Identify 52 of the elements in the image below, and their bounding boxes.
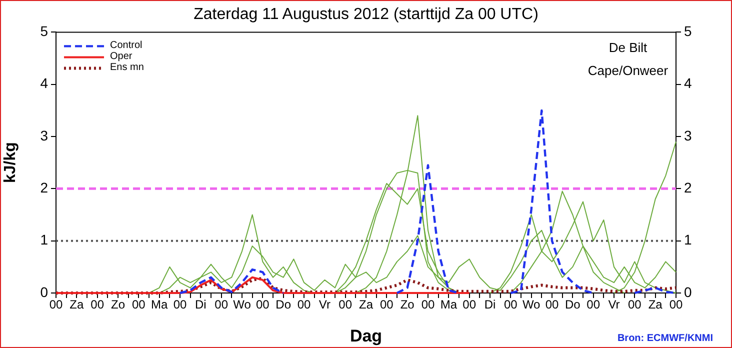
x-tick-label: Wo bbox=[522, 298, 541, 312]
x-tick-label: Vr bbox=[608, 298, 620, 312]
x-tick-label: Za bbox=[648, 298, 663, 312]
annotation: Cape/Onweer bbox=[588, 63, 669, 78]
y2-tick-label: 2 bbox=[684, 180, 692, 196]
x-tick-label: Di bbox=[194, 298, 206, 312]
y-axis-title: kJ/kg bbox=[2, 142, 20, 184]
y2-tick-label: 3 bbox=[684, 127, 692, 144]
y-tick-label: 0 bbox=[40, 284, 48, 300]
x-tick-label: 00 bbox=[586, 298, 600, 312]
x-tick-label: Zo bbox=[110, 298, 126, 312]
y2-tick-label: 5 bbox=[684, 23, 692, 40]
x-tick-label: Ma bbox=[150, 298, 168, 312]
x-tick-label: Zo bbox=[400, 298, 415, 312]
x-tick-label: Vr bbox=[318, 298, 330, 312]
x-tick-label: 00 bbox=[256, 298, 270, 312]
x-tick-label: Do bbox=[564, 298, 581, 312]
x-axis-title: Dag bbox=[350, 326, 382, 346]
x-tick-label: 00 bbox=[669, 298, 683, 312]
y-tick-label: 4 bbox=[40, 75, 48, 92]
x-tick-label: Ma bbox=[440, 298, 458, 312]
x-tick-label: Wo bbox=[233, 298, 252, 312]
x-tick-label: 00 bbox=[504, 298, 518, 312]
x-tick-label: 00 bbox=[214, 298, 228, 312]
y2-tick-label: 1 bbox=[684, 232, 692, 248]
y-tick-label: 2 bbox=[40, 180, 48, 196]
x-tick-label: Za bbox=[358, 298, 374, 312]
x-tick-label: 00 bbox=[628, 298, 642, 312]
x-tick-label: 00 bbox=[380, 298, 394, 312]
legend-label: Oper bbox=[110, 50, 133, 62]
chart-title: Zaterdag 11 Augustus 2012 (starttijd Za 00 UTC) bbox=[194, 6, 538, 24]
y-tick-label: 1 bbox=[40, 232, 48, 248]
y-tick-label: 3 bbox=[40, 127, 48, 144]
x-tick-label: Di bbox=[484, 298, 496, 312]
x-tick-label: 00 bbox=[421, 298, 435, 312]
x-tick-label: 00 bbox=[462, 298, 476, 312]
y2-tick-label: 4 bbox=[684, 75, 692, 92]
x-tick-label: Za bbox=[70, 298, 84, 312]
legend-label: Ens mn bbox=[110, 62, 144, 73]
x-tick-label: Do bbox=[276, 298, 292, 312]
x-tick-label: 00 bbox=[90, 298, 104, 312]
x-tick-label: 00 bbox=[173, 298, 187, 312]
x-tick-label: 00 bbox=[338, 298, 352, 312]
x-tick-label: 00 bbox=[132, 298, 146, 312]
y2-tick-label: 0 bbox=[684, 284, 692, 300]
text: Bron: ECMWF/KNMI bbox=[617, 333, 714, 344]
x-tick-label: 00 bbox=[49, 298, 63, 312]
legend-label: Control bbox=[110, 40, 142, 51]
x-tick-label: 00 bbox=[297, 298, 311, 312]
x-tick-label: 00 bbox=[545, 298, 559, 312]
annotation: De Bilt bbox=[608, 40, 648, 56]
y-tick-label: 5 bbox=[40, 23, 48, 40]
